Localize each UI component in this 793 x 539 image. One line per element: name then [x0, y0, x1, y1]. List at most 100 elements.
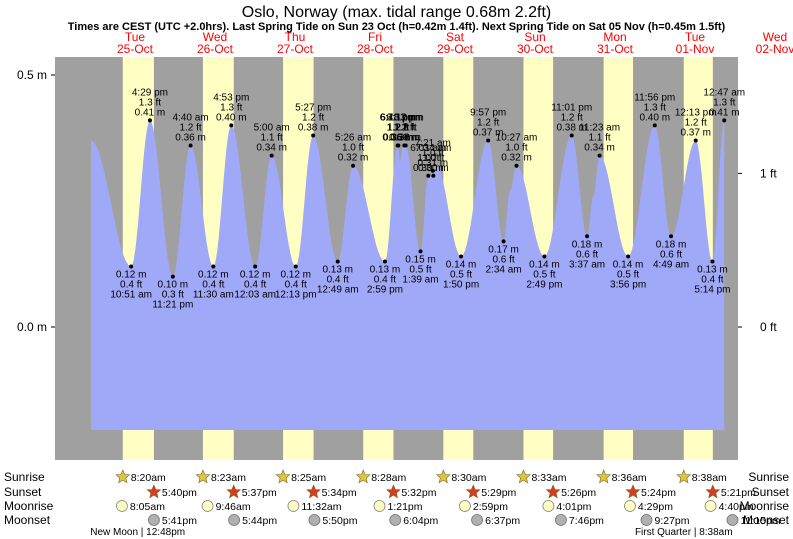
day-date: 30-Oct: [517, 42, 554, 56]
tide-point: [418, 249, 423, 254]
sunrise-time: 8:38am: [692, 472, 727, 484]
right-tick-label: 1 ft: [760, 166, 777, 180]
tide-point: [501, 239, 506, 244]
tide-height-ft: 0.4 ft: [327, 274, 349, 285]
moonset-icon: [389, 514, 402, 526]
tide-point: [269, 153, 274, 158]
tide-height-m: 0.14 m: [613, 259, 644, 270]
tide-time: 6:48 pm: [380, 113, 416, 124]
tide-height-m: 0.36 m: [175, 133, 206, 144]
tide-time: 12:49 am: [317, 284, 359, 295]
tide-height-m: 0.40 m: [216, 112, 247, 123]
tide-point: [722, 118, 727, 123]
tide-point: [293, 264, 298, 269]
tide-time: 7:34 am: [415, 143, 451, 154]
sunrise-icon: [516, 469, 531, 484]
moonset-time: 6:04pm: [403, 515, 438, 527]
tide-height-m: 0.12 m: [280, 270, 311, 281]
sunrise-icon: [195, 469, 211, 484]
tide-time: 2:34 am: [485, 264, 521, 275]
tide-height-ft: 0.4 ft: [374, 274, 396, 285]
tide-height-ft: 0.6 ft: [576, 249, 598, 260]
sunset-time: 5:37pm: [242, 487, 277, 499]
tide-height-ft: 0.4 ft: [285, 280, 307, 291]
moonset-time: 5:50pm: [322, 515, 357, 527]
left-tick-label: 0.0 m: [17, 320, 47, 334]
tide-height-m: 0.31 m: [418, 158, 449, 169]
tide-height-m: 0.15 m: [405, 254, 436, 265]
tide-height-ft: 1.2 ft: [395, 123, 417, 134]
tide-point: [396, 143, 401, 148]
tide-point: [569, 133, 574, 138]
tide-height-ft: 1.3 ft: [220, 102, 242, 113]
tide-height-ft: 0.5 ft: [409, 264, 431, 275]
moonrise-icon: [624, 500, 636, 512]
tide-height-m: 0.13 m: [322, 264, 353, 275]
tide-time: 3:37 am: [569, 259, 605, 270]
tide-time: 11:23 am: [579, 123, 620, 134]
day-of-week: Tue: [125, 30, 146, 44]
tide-point: [585, 234, 590, 239]
tide-height-ft: 1.2 ft: [561, 112, 583, 123]
tide-height-m: 0.13 m: [370, 264, 401, 275]
tide-height-ft: 1.0 ft: [422, 153, 444, 164]
moonrise-time: 4:01pm: [556, 501, 591, 513]
moonset-time: 9:27pm: [655, 515, 690, 527]
day-of-week: Wed: [763, 30, 787, 44]
left-tick-label: 0.5 m: [17, 68, 47, 82]
tide-height-m: 0.14 m: [446, 259, 477, 270]
tide-time: 10:27 am: [496, 133, 538, 144]
moonrise-icon: [201, 500, 214, 512]
tide-point: [542, 254, 547, 259]
day-date: 29-Oct: [437, 42, 474, 56]
row-label-right: Sunrise: [748, 470, 789, 484]
tide-height-ft: 0.5 ft: [450, 269, 472, 280]
tide-height-m: 0.10 m: [158, 280, 189, 291]
tide-height-m: 0.38 m: [556, 122, 587, 133]
moonrise-time: 8:05am: [130, 501, 165, 513]
tide-time: 12:03 am: [234, 290, 276, 301]
row-label-left: Sunset: [4, 485, 42, 499]
tide-height-m: 0.41 m: [709, 107, 740, 118]
tide-time: 12:13 pm: [275, 290, 317, 301]
moonrise-time: 4:29pm: [638, 501, 673, 513]
tide-time: 5:14 pm: [694, 284, 730, 295]
tide-height-m: 0.17 m: [488, 244, 519, 255]
moonrise-icon: [373, 500, 386, 512]
sunset-icon: [625, 484, 641, 499]
tide-height-ft: 1.3 ft: [713, 97, 735, 108]
tide-point: [403, 143, 408, 148]
tide-time: 1:39 am: [402, 274, 438, 285]
sunset-time: 5:40pm: [162, 487, 197, 499]
tide-height-ft: 0.3 ft: [162, 290, 184, 301]
day-date: 25-Oct: [117, 42, 154, 56]
tide-height-m: 0.12 m: [198, 270, 229, 281]
tide-point: [652, 123, 657, 128]
tide-height-m: 0.30 m: [418, 163, 449, 174]
row-label-right: Moonset: [743, 513, 790, 527]
tide-time: 5:00 am: [254, 123, 290, 134]
sunset-time: 5:29pm: [481, 487, 516, 499]
sunset-time: 5:32pm: [401, 487, 436, 499]
sunset-time: 5:34pm: [322, 487, 357, 499]
moon-phase-label: New Moon | 12:48pm: [90, 527, 185, 538]
day-of-week: Thu: [285, 30, 306, 44]
row-label-left: Moonset: [4, 513, 51, 527]
tide-height-m: 0.32 m: [338, 153, 369, 164]
tide-time: 3:56 pm: [610, 279, 646, 290]
tide-point: [211, 264, 216, 269]
sunset-icon: [545, 484, 561, 499]
right-tick-label: 0 ft: [760, 320, 777, 334]
tide-time: 4:40 am: [172, 113, 208, 124]
tide-point: [351, 163, 356, 168]
day-of-week: Tue: [685, 30, 706, 44]
tide-height-m: 0.34 m: [256, 143, 287, 154]
tide-height-ft: 0.5 ft: [533, 269, 555, 280]
sunset-icon: [465, 484, 481, 499]
moonset-icon: [471, 514, 483, 526]
moonset-time: 6:37pm: [485, 515, 520, 527]
tide-height-ft: 1.1 ft: [261, 133, 283, 144]
moonrise-icon: [459, 500, 471, 512]
tide-height-ft: 1.2 ft: [179, 123, 201, 134]
